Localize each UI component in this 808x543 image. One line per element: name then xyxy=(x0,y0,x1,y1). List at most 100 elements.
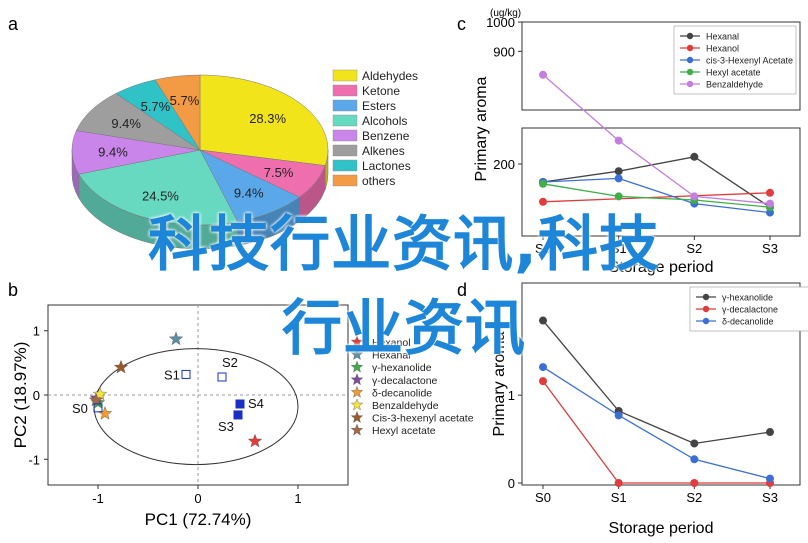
pie-value-label: 5.7% xyxy=(141,99,171,114)
series-point xyxy=(614,479,623,487)
compound-point-star xyxy=(168,331,184,346)
legend-label: others xyxy=(362,174,395,188)
legend-label: Lactones xyxy=(362,159,411,173)
legend-star xyxy=(350,411,364,423)
panel-label-a: a xyxy=(8,14,19,34)
legend-label: Alkenes xyxy=(362,144,405,158)
series-point xyxy=(539,197,547,206)
series-point xyxy=(539,377,547,386)
x-tick-label: S3 xyxy=(762,490,778,505)
series-point xyxy=(539,363,547,372)
legend-star xyxy=(350,373,364,386)
panel-label-b: b xyxy=(8,280,18,300)
legend-label: Hexanol xyxy=(372,337,411,349)
x-tick-label: S0 xyxy=(535,241,551,256)
x-tick-label: 1 xyxy=(294,491,301,506)
compound-point-star xyxy=(113,359,129,374)
legend-star xyxy=(350,423,364,436)
series-point xyxy=(690,152,699,161)
legend-label: Hexanol xyxy=(706,44,739,54)
sample-marker xyxy=(217,372,227,382)
x-tick-label: S2 xyxy=(686,241,702,256)
pie-slice-aldehydes xyxy=(199,74,329,166)
legend-swatch-alkenes xyxy=(332,144,358,157)
legend-swatch-esters xyxy=(332,99,358,112)
y-tick-label: 0 xyxy=(508,476,515,491)
y-axis-label: Primary aroma xyxy=(491,331,508,436)
watermark-line-1: 科技行业资讯,科技 xyxy=(148,210,660,280)
y-tick-label: 200 xyxy=(493,157,515,172)
x-tick-label: 0 xyxy=(194,491,201,506)
legend-marker xyxy=(686,32,694,40)
series-line xyxy=(542,192,771,203)
legend-label: Benzene xyxy=(362,129,410,143)
x-tick-label: S2 xyxy=(686,490,702,505)
y-axis-label: PC2 (18.97%) xyxy=(11,342,30,449)
x-tick-label: S1 xyxy=(611,241,627,256)
series-point xyxy=(539,70,547,79)
series-point xyxy=(690,439,699,448)
legend-label: Benzaldehyde xyxy=(372,400,439,412)
pie-value-label: 9.4% xyxy=(234,185,264,200)
series-line xyxy=(542,177,771,214)
y-tick-label: 1000 xyxy=(486,15,515,30)
panel-b: b -1 0 1 -1 0 1 PC1 (72.74%) PC2 (18.97%) S0 S1 S2… xyxy=(8,280,474,529)
panel-label-d: d xyxy=(457,280,467,300)
x-axis-label: Storage period xyxy=(609,520,714,537)
legend-label: δ-decanolide xyxy=(722,317,774,327)
legend-label: Alcohols xyxy=(362,114,407,128)
legend-label: γ-hexanolide xyxy=(722,293,773,303)
series-point xyxy=(614,167,623,176)
legend-star xyxy=(350,385,364,398)
x-axis-label: PC1 (72.74%) xyxy=(145,510,252,529)
legend-swatch-lactones xyxy=(332,159,358,172)
series-line xyxy=(542,380,770,484)
panel-label-c: c xyxy=(457,14,466,34)
legend-marker xyxy=(702,305,710,313)
legend-label: γ-hexanolide xyxy=(372,362,432,374)
pie-value-label: 9.4% xyxy=(98,145,128,160)
legend-swatch-aldehydes xyxy=(332,69,358,82)
legend-swatch-others xyxy=(332,174,358,187)
series-point xyxy=(766,428,774,437)
legend-star xyxy=(350,348,364,360)
pie-value-label: 9.4% xyxy=(111,116,141,131)
pie-value-label: 7.5% xyxy=(264,165,294,180)
legend-label: Aldehydes xyxy=(362,69,418,83)
pie-legend: AldehydesKetoneEstersAlcoholsBenzeneAlke… xyxy=(332,69,418,188)
x-axis-label: Storage period xyxy=(609,259,714,276)
series-point xyxy=(539,316,547,325)
series-point xyxy=(539,179,547,188)
pie-value-label: 24.5% xyxy=(142,188,179,203)
series-point xyxy=(614,411,623,420)
pie-slice-alkenes xyxy=(76,93,201,151)
sample-marker xyxy=(235,399,245,409)
series-point xyxy=(690,192,699,201)
legend-label: Ketone xyxy=(362,84,400,98)
sample-marker xyxy=(181,369,191,379)
series-point xyxy=(614,174,623,183)
pca-plot: -1 0 1 -1 0 1 PC1 (72.74%) PC2 (18.97%) S0 S1 S2 S3… xyxy=(11,304,474,529)
legend-label: Esters xyxy=(362,99,396,113)
legend-star xyxy=(350,398,364,411)
legend-label: Hexyl acetate xyxy=(372,425,436,437)
compound-point-star xyxy=(88,392,104,407)
legend-swatch-alcohols xyxy=(332,114,358,127)
legend-marker xyxy=(686,44,694,52)
legend-marker xyxy=(686,68,694,76)
y-axis-label: Primary aroma xyxy=(473,76,490,181)
pie-slice-others xyxy=(154,74,201,151)
legend-star xyxy=(350,335,364,348)
x-tick-label: S0 xyxy=(535,490,551,505)
sample-marker xyxy=(233,410,243,420)
pie-value-label: 5.7% xyxy=(170,93,200,108)
series-line xyxy=(542,74,771,205)
y-tick-label: 0 xyxy=(33,388,40,403)
legend-marker xyxy=(702,317,710,325)
legend-marker xyxy=(686,80,694,88)
panel-a: a 28.3%7.5%9.4%24.5%9.4%9.4%5.7% 5.7% Ald… xyxy=(8,14,418,250)
sample-label: S1 xyxy=(164,367,180,382)
legend-label: γ-decalactone xyxy=(722,305,778,315)
